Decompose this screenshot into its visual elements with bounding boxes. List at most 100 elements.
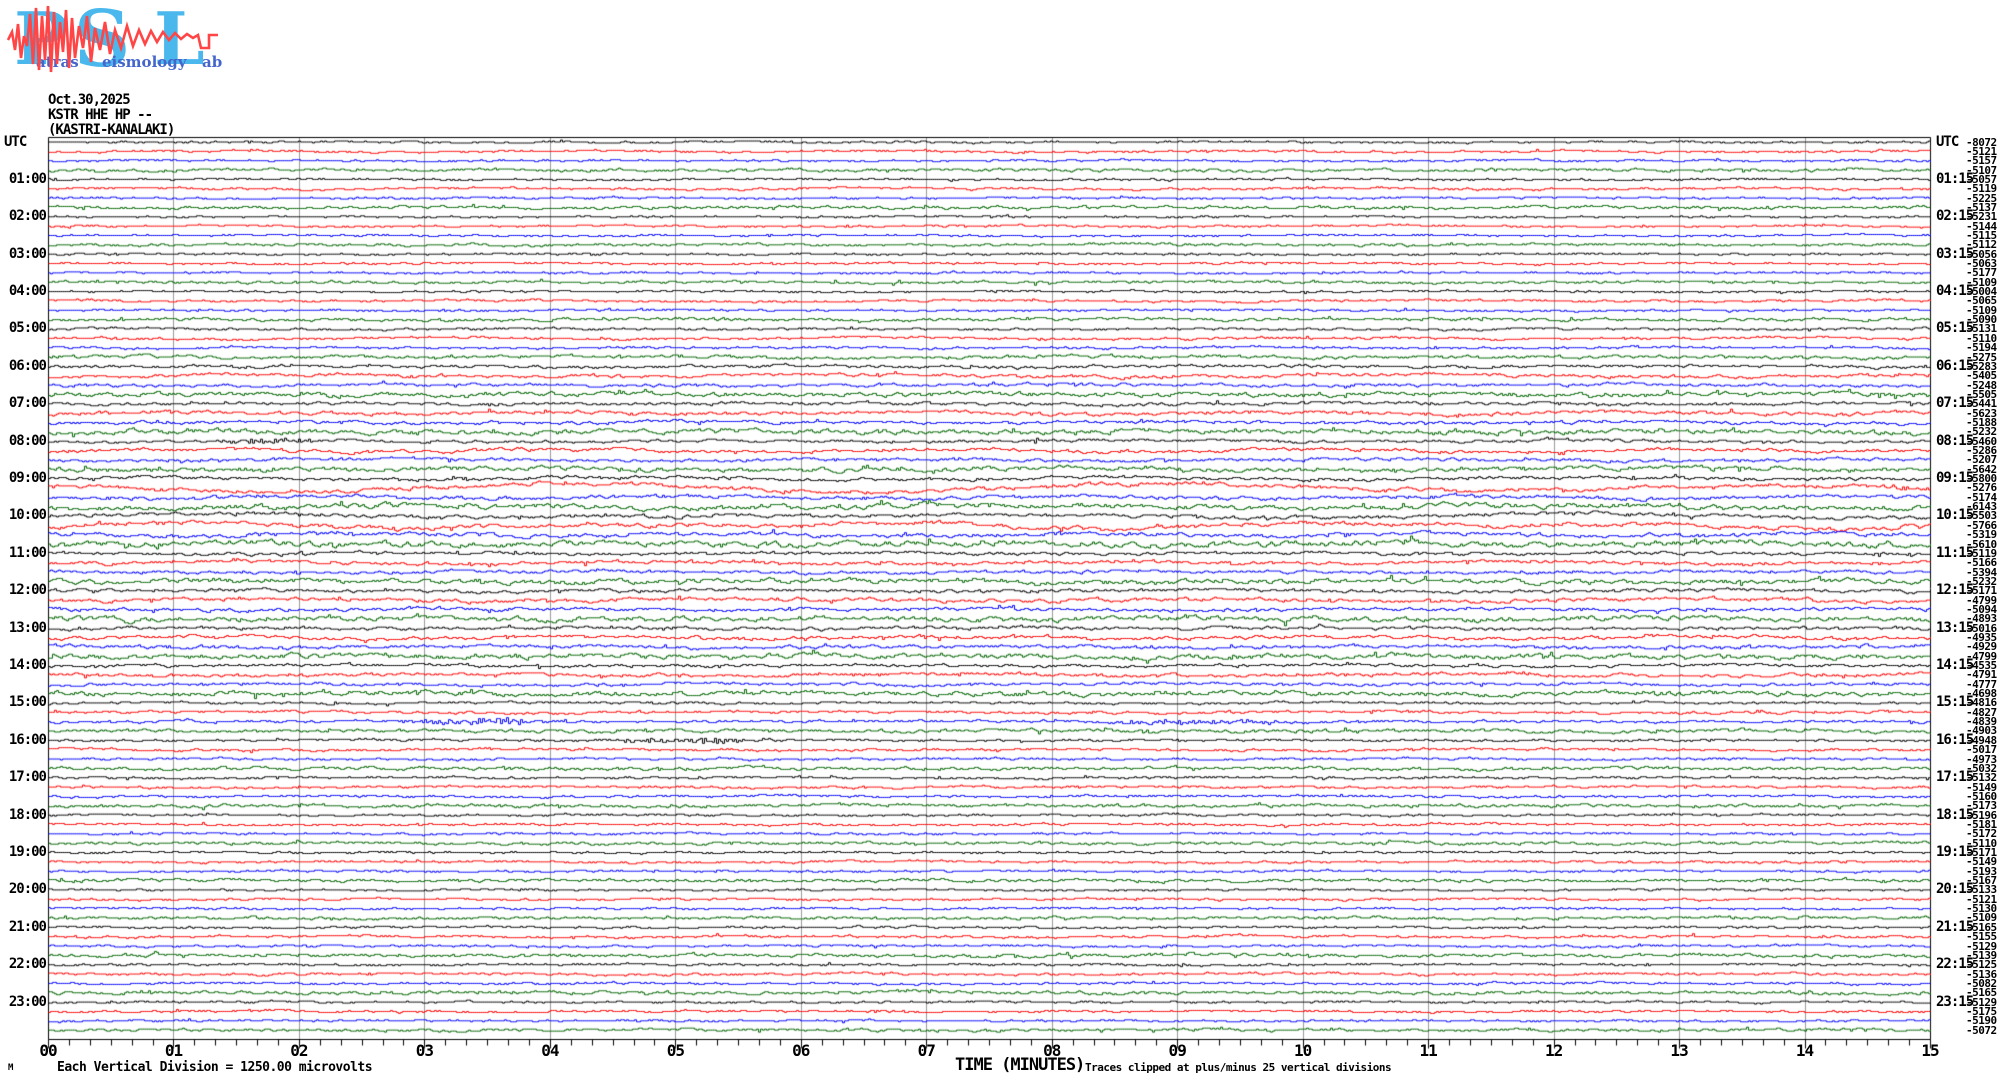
- right-time-label: 18:15: [1936, 806, 1974, 823]
- plot-date: Oct.30,2025: [48, 92, 131, 108]
- trace-offset-value: -5110: [1966, 331, 1997, 345]
- trace-offset-value: -5004: [1966, 285, 1997, 299]
- right-time-label: 17:15: [1936, 769, 1974, 786]
- trace-offset-value: -5441: [1966, 397, 1997, 411]
- left-time-label: 17:00: [8, 769, 47, 786]
- trace-offset-value: -5232: [1966, 574, 1997, 588]
- trace-offset-value: -5283: [1966, 359, 1997, 373]
- trace-offset-value: -5094: [1966, 602, 1997, 616]
- margin-mark: M: [8, 1063, 14, 1073]
- x-axis-tick-label: 06: [792, 1041, 810, 1060]
- trace-offset-value: -5119: [1966, 182, 1997, 196]
- x-axis-tick-label: 11: [1419, 1041, 1437, 1060]
- trace-offset-value: -4777: [1966, 677, 1997, 691]
- trace-offset-value: -5109: [1966, 275, 1997, 289]
- trace-offset-value: -5139: [1966, 948, 1997, 962]
- trace-offset-value: -5166: [1966, 556, 1997, 570]
- trace-offset-value: -5149: [1966, 855, 1997, 869]
- trace-offset-value: -5032: [1966, 761, 1997, 775]
- trace-offset-value: -5231: [1966, 210, 1997, 224]
- trace-offset-value: -5800: [1966, 472, 1997, 486]
- trace-offset-value: -4903: [1966, 724, 1997, 738]
- trace-offset-value: -5131: [1966, 322, 1997, 336]
- right-time-label: 08:15: [1936, 432, 1974, 449]
- trace-offset-value: -5144: [1966, 219, 1997, 233]
- trace-offset-value: -5125: [1966, 958, 1997, 972]
- trace-offset-value: -5136: [1966, 967, 1997, 981]
- right-time-label: 20:15: [1936, 881, 1974, 898]
- right-time-label: 11:15: [1936, 544, 1974, 561]
- trace-offset-value: -5129: [1966, 939, 1997, 953]
- trace-offset-value: -5175: [1966, 1004, 1997, 1018]
- trace-offset-value: -5171: [1966, 846, 1997, 860]
- station-code: KSTR HHE HP --: [48, 107, 153, 123]
- trace-offset-value: -5165: [1966, 986, 1997, 1000]
- trace-offset-value: -5056: [1966, 247, 1997, 261]
- trace-offset-value: -5766: [1966, 518, 1997, 532]
- trace-offset-value: -5057: [1966, 172, 1997, 186]
- trace-offset-value: -4791: [1966, 668, 1997, 682]
- trace-offset-value: -5181: [1966, 817, 1997, 831]
- trace-offset-value: -5110: [1966, 836, 1997, 850]
- right-time-label: 01:15: [1936, 170, 1974, 187]
- right-time-label: 10:15: [1936, 507, 1974, 524]
- trace-offset-value: -5137: [1966, 200, 1997, 214]
- trace-offset-value: -5232: [1966, 425, 1997, 439]
- trace-offset-value: -5133: [1966, 883, 1997, 897]
- trace-offset-value: -5319: [1966, 528, 1997, 542]
- trace-offset-value: -5121: [1966, 144, 1997, 158]
- x-axis-tick-label: 03: [415, 1041, 434, 1060]
- trace-offset-value: -5225: [1966, 191, 1997, 205]
- x-axis-title: TIME (MINUTES): [955, 1055, 1085, 1075]
- x-axis-tick-label: 01: [164, 1041, 183, 1060]
- trace-offset-value: -4839: [1966, 715, 1997, 729]
- logo-letter-l: L: [154, 0, 205, 80]
- left-time-label: 18:00: [8, 806, 47, 823]
- trace-offset-value: -5194: [1966, 341, 1997, 355]
- left-time-label: 12:00: [8, 582, 47, 599]
- trace-offset-value: -5157: [1966, 154, 1997, 168]
- left-time-label: 19:00: [8, 844, 47, 861]
- left-time-label: 09:00: [8, 470, 47, 487]
- trace-offset-value: -5188: [1966, 415, 1997, 429]
- trace-offset-value: -5193: [1966, 864, 1997, 878]
- trace-offset-value: -5405: [1966, 369, 1997, 383]
- trace-offset-value: -5155: [1966, 930, 1997, 944]
- x-axis-tick-label: 12: [1544, 1041, 1563, 1060]
- scale-note: Each Vertical Division = 1250.00 microvo…: [57, 1060, 373, 1075]
- trace-offset-value: -5121: [1966, 892, 1997, 906]
- x-axis-tick-label: 13: [1670, 1041, 1688, 1060]
- right-time-label: 15:15: [1936, 694, 1974, 711]
- left-time-label: 15:00: [8, 694, 47, 711]
- trace-offset-value: -5276: [1966, 481, 1997, 495]
- x-axis-tick-label: 02: [290, 1041, 308, 1060]
- left-time-label: 03:00: [8, 245, 47, 262]
- trace-offset-value: -5109: [1966, 303, 1997, 317]
- left-time-label: 01:00: [8, 170, 47, 187]
- left-time-label: 06:00: [8, 357, 47, 374]
- trace-offset-value: -5172: [1966, 827, 1997, 841]
- trace-offset-value: -5109: [1966, 911, 1997, 925]
- trace-offset-value: -5063: [1966, 257, 1997, 271]
- trace-offset-value: -5132: [1966, 771, 1997, 785]
- x-axis-tick-label: 14: [1795, 1041, 1814, 1060]
- right-time-label: 21:15: [1936, 918, 1974, 935]
- left-time-label: 16:00: [8, 731, 47, 748]
- left-time-label: 11:00: [8, 544, 47, 561]
- trace-offset-value: -5642: [1966, 462, 1997, 476]
- trace-offset-value: -6143: [1966, 500, 1997, 514]
- trace-offset-value: -5017: [1966, 743, 1997, 757]
- right-time-label: 04:15: [1936, 283, 1974, 300]
- trace-offset-value: -5173: [1966, 799, 1997, 813]
- trace-offset-value: -5090: [1966, 313, 1997, 327]
- x-axis-tick-label: 09: [1168, 1041, 1187, 1060]
- trace-offset-value: -4799: [1966, 593, 1997, 607]
- trace-offset-value: -5160: [1966, 789, 1997, 803]
- trace-offset-value: -5505: [1966, 387, 1997, 401]
- trace-offset-value: -4893: [1966, 612, 1997, 626]
- logo-word-ab: ab: [202, 53, 222, 71]
- x-axis-tick-label: 04: [541, 1041, 559, 1060]
- trace-offset-value: -5394: [1966, 565, 1997, 579]
- trace-offset-value: -4973: [1966, 752, 1997, 766]
- utc-label-right: UTC: [1936, 134, 1959, 150]
